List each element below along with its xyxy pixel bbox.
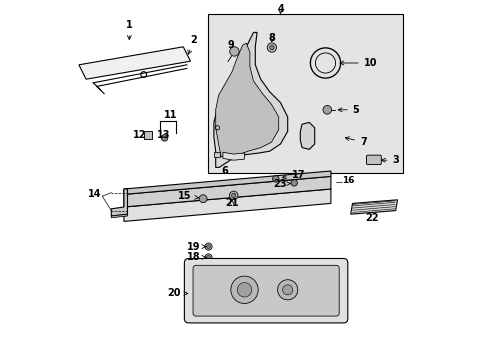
Circle shape: [206, 256, 210, 259]
Text: 12: 12: [133, 130, 146, 140]
Text: 13: 13: [157, 130, 170, 140]
Circle shape: [230, 276, 258, 303]
FancyBboxPatch shape: [184, 258, 347, 323]
FancyBboxPatch shape: [193, 265, 339, 316]
Circle shape: [229, 191, 238, 200]
Text: 4: 4: [277, 4, 284, 14]
Bar: [144, 131, 152, 139]
Circle shape: [282, 285, 292, 295]
Circle shape: [204, 254, 212, 261]
Polygon shape: [123, 189, 330, 221]
Text: 16: 16: [341, 176, 353, 185]
Text: 20: 20: [167, 288, 187, 298]
Circle shape: [290, 180, 297, 186]
Polygon shape: [79, 47, 190, 79]
Circle shape: [229, 47, 239, 56]
Text: 18: 18: [187, 252, 206, 262]
Text: 9: 9: [227, 40, 234, 50]
Polygon shape: [111, 214, 127, 218]
Text: 23: 23: [273, 179, 290, 189]
Text: 1: 1: [126, 20, 132, 40]
Text: 17: 17: [282, 170, 305, 180]
Polygon shape: [223, 152, 244, 160]
Text: 21: 21: [224, 198, 238, 208]
Polygon shape: [111, 189, 127, 216]
Text: 22: 22: [365, 213, 378, 223]
Text: 2: 2: [187, 35, 197, 54]
Circle shape: [266, 43, 276, 52]
Text: 8: 8: [268, 33, 275, 43]
Circle shape: [199, 195, 206, 203]
Circle shape: [231, 193, 235, 198]
Circle shape: [161, 135, 167, 141]
Text: 19: 19: [187, 242, 206, 252]
Circle shape: [204, 243, 212, 250]
Polygon shape: [213, 32, 287, 167]
Bar: [213, 152, 220, 157]
Polygon shape: [123, 176, 330, 207]
Text: 6: 6: [221, 166, 227, 176]
Polygon shape: [350, 200, 397, 214]
Text: 15: 15: [178, 191, 198, 201]
Polygon shape: [123, 171, 330, 194]
Circle shape: [272, 176, 279, 182]
Circle shape: [269, 45, 273, 50]
Bar: [208, 14, 402, 173]
Text: 10: 10: [339, 58, 376, 68]
Circle shape: [237, 283, 251, 297]
FancyBboxPatch shape: [366, 155, 381, 165]
Circle shape: [322, 105, 331, 114]
Circle shape: [206, 245, 210, 248]
Text: 7: 7: [345, 137, 366, 147]
Text: 14: 14: [88, 189, 102, 199]
Text: 11: 11: [163, 110, 177, 120]
Text: 5: 5: [338, 105, 359, 115]
Text: 3: 3: [381, 155, 398, 165]
Polygon shape: [300, 122, 314, 149]
Polygon shape: [215, 43, 278, 157]
Circle shape: [277, 280, 297, 300]
